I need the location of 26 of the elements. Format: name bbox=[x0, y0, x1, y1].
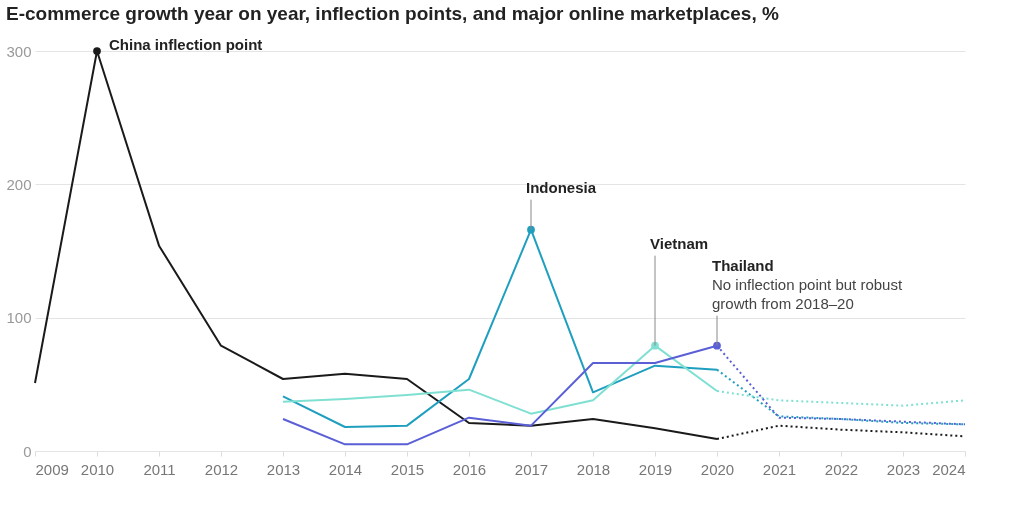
annotation: Vietnam bbox=[650, 234, 709, 252]
y-tick-label: 100 bbox=[6, 309, 32, 327]
x-tick-label: 2019 bbox=[638, 460, 673, 478]
y-tick-label: 300 bbox=[6, 42, 32, 60]
annotation: China inflection point bbox=[109, 36, 263, 53]
x-tick-label: 2022 bbox=[824, 460, 859, 478]
x-tick-label: 2020 bbox=[700, 460, 735, 478]
y-tick-label: 200 bbox=[6, 175, 32, 193]
x-tick-label: 2015 bbox=[390, 460, 425, 478]
y-tick-label: 0 bbox=[23, 442, 32, 460]
point bbox=[93, 47, 101, 55]
x-tick-label: 2014 bbox=[328, 460, 363, 478]
x-tick-label: 2017 bbox=[514, 460, 549, 478]
x-tick-label: 2018 bbox=[576, 460, 611, 478]
x-tick-label: 2010 bbox=[80, 460, 115, 478]
x-tick-label: 2016 bbox=[452, 460, 487, 478]
x-tick-label: 2012 bbox=[204, 460, 239, 478]
annotation: Indonesia bbox=[526, 178, 597, 196]
chart-title: E-commerce growth year on year, inflection points, and major online marketplaces, % bbox=[5, 3, 779, 24]
x-tick-label: 2009 bbox=[35, 460, 69, 478]
x-tick-label: 2013 bbox=[266, 460, 301, 478]
x-tick-label: 2021 bbox=[762, 460, 797, 478]
x-tick-label: 2024 bbox=[932, 460, 966, 478]
annotation: Thailand No inflection point but robust growth from 2018–20 bbox=[712, 256, 903, 312]
x-tick-label: 2023 bbox=[886, 460, 921, 478]
x-tick-label: 2011 bbox=[143, 460, 176, 478]
